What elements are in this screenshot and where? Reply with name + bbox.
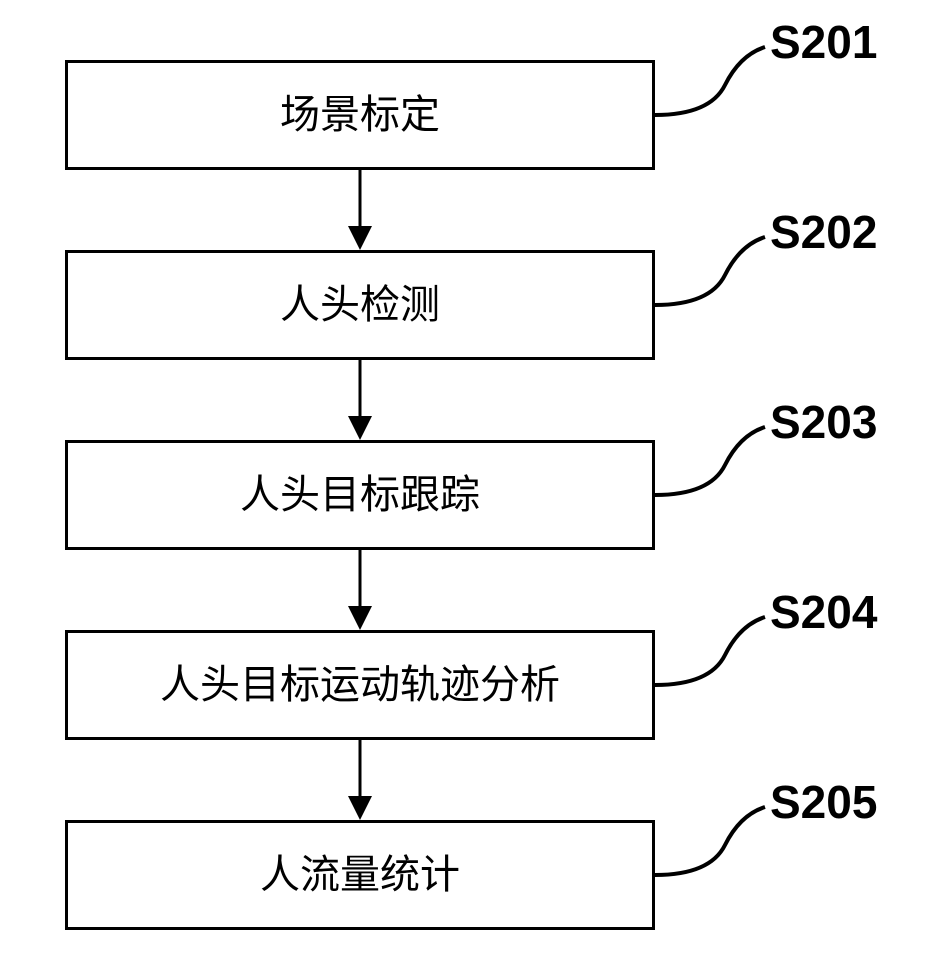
arrow-1-2 [340,170,380,250]
flowchart-node-2: 人头检测 [65,250,655,360]
step-label-1: S201 [770,15,877,69]
connector-4 [655,605,775,695]
connector-5 [655,795,775,885]
arrow-4-5 [340,740,380,820]
flowchart-node-4: 人头目标运动轨迹分析 [65,630,655,740]
step-label-3: S203 [770,395,877,449]
arrow-2-3 [340,360,380,440]
connector-2 [655,225,775,315]
arrow-3-4 [340,550,380,630]
step-label-4: S204 [770,585,877,639]
flowchart-node-1: 场景标定 [65,60,655,170]
flowchart-node-3: 人头目标跟踪 [65,440,655,550]
connector-3 [655,415,775,505]
node-4-text: 人头目标运动轨迹分析 [160,661,560,709]
step-label-2: S202 [770,205,877,259]
connector-1 [655,35,775,125]
step-label-5: S205 [770,775,877,829]
flowchart-container: 场景标定 S201 人头检测 S202 人头目标跟踪 S203 人头目标运动轨迹… [0,0,933,978]
node-3-text: 人头目标跟踪 [240,471,480,519]
node-1-text: 场景标定 [280,91,440,139]
node-5-text: 人流量统计 [260,851,460,899]
node-2-text: 人头检测 [280,281,440,329]
flowchart-node-5: 人流量统计 [65,820,655,930]
